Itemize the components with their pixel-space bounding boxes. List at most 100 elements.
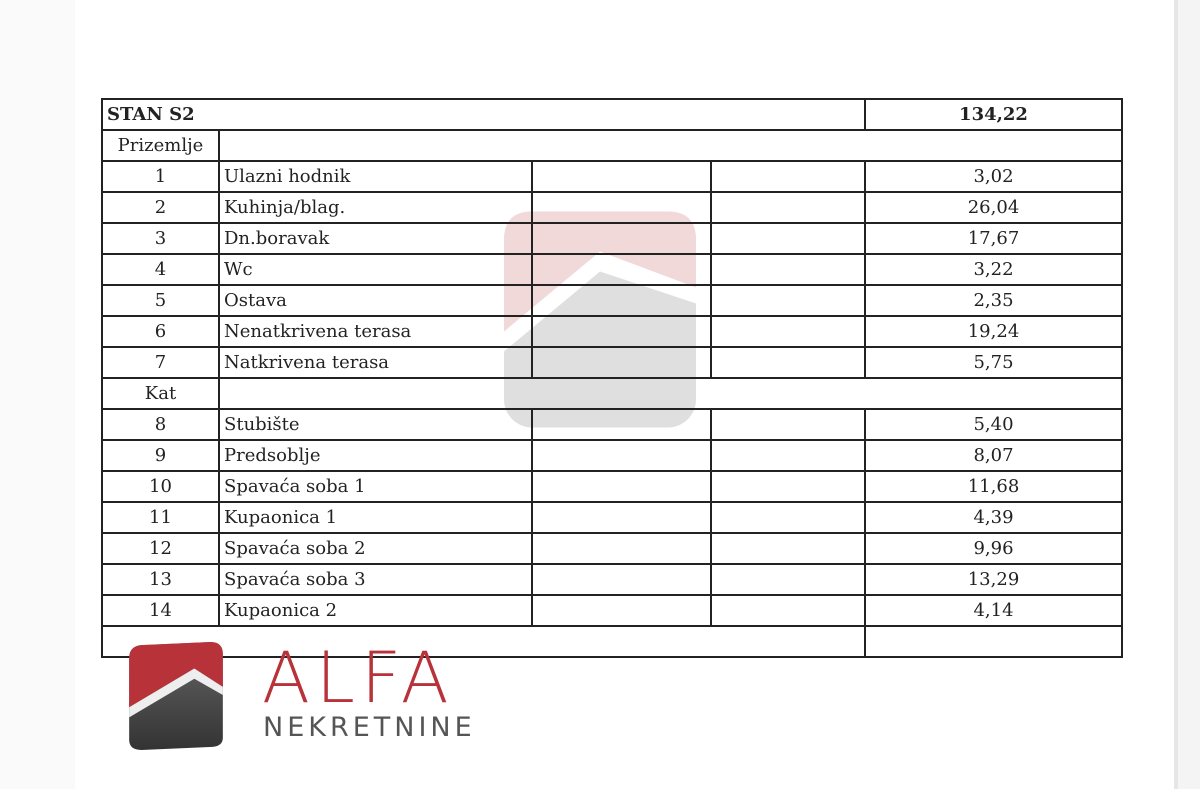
empty-cell	[710, 346, 866, 379]
room-name: Spavaća soba 3	[218, 563, 533, 596]
room-area: 26,04	[864, 191, 1123, 224]
room-area: 3,22	[864, 253, 1123, 286]
empty-cell	[710, 470, 866, 503]
empty-cell	[531, 284, 712, 317]
room-number: 1	[101, 160, 220, 193]
section-row: Prizemlje	[101, 129, 1123, 162]
empty-cell	[218, 377, 1123, 410]
table-row: 9 Predsoblje 8,07	[101, 439, 1123, 472]
room-number: 8	[101, 408, 220, 441]
empty-cell	[710, 191, 866, 224]
table-row: 7 Natkrivena terasa 5,75	[101, 346, 1123, 379]
table-row: 3 Dn.boravak 17,67	[101, 222, 1123, 255]
apartment-title: STAN S2	[101, 98, 866, 131]
room-name: Kuhinja/blag.	[218, 191, 533, 224]
empty-row	[101, 625, 1123, 658]
room-number: 12	[101, 532, 220, 565]
room-area: 5,40	[864, 408, 1123, 441]
room-number: 2	[101, 191, 220, 224]
empty-cell	[531, 408, 712, 441]
room-area: 13,29	[864, 563, 1123, 596]
alfa-logo-icon	[129, 642, 223, 750]
empty-cell	[710, 594, 866, 627]
room-area: 19,24	[864, 315, 1123, 348]
room-area: 4,39	[864, 501, 1123, 534]
empty-cell	[710, 563, 866, 596]
room-name: Ostava	[218, 284, 533, 317]
room-number: 7	[101, 346, 220, 379]
empty-cell	[101, 625, 866, 658]
empty-cell	[531, 346, 712, 379]
section-label: Kat	[101, 377, 220, 410]
empty-cell	[531, 563, 712, 596]
room-area: 11,68	[864, 470, 1123, 503]
logo-subtitle-text: NEKRETNINE	[263, 712, 476, 743]
section-row: Kat	[101, 377, 1123, 410]
total-area: 134,22	[864, 98, 1123, 131]
table-row: 10 Spavaća soba 1 11,68	[101, 470, 1123, 503]
table-row: 2 Kuhinja/blag. 26,04	[101, 191, 1123, 224]
room-name: Nenatkrivena terasa	[218, 315, 533, 348]
room-area: 2,35	[864, 284, 1123, 317]
room-name: Stubište	[218, 408, 533, 441]
room-name: Predsoblje	[218, 439, 533, 472]
empty-cell	[864, 625, 1123, 658]
empty-cell	[531, 315, 712, 348]
scrollbar-track[interactable]	[1174, 0, 1178, 789]
room-name: Spavaća soba 2	[218, 532, 533, 565]
room-number: 3	[101, 222, 220, 255]
table-row: 6 Nenatkrivena terasa 19,24	[101, 315, 1123, 348]
room-area-table: STAN S2 134,22 Prizemlje 1 Ulazni hodnik …	[101, 98, 1123, 658]
empty-cell	[710, 532, 866, 565]
empty-cell	[531, 253, 712, 286]
section-label: Prizemlje	[101, 129, 220, 162]
empty-cell	[531, 532, 712, 565]
room-name: Spavaća soba 1	[218, 470, 533, 503]
room-number: 10	[101, 470, 220, 503]
empty-cell	[531, 594, 712, 627]
table-row: 5 Ostava 2,35	[101, 284, 1123, 317]
empty-cell	[710, 439, 866, 472]
room-number: 9	[101, 439, 220, 472]
room-name: Kupaonica 2	[218, 594, 533, 627]
room-name: Kupaonica 1	[218, 501, 533, 534]
table-row: 4 Wc 3,22	[101, 253, 1123, 286]
table-row: 1 Ulazni hodnik 3,02	[101, 160, 1123, 193]
empty-cell	[218, 129, 1123, 162]
empty-cell	[710, 253, 866, 286]
empty-cell	[710, 284, 866, 317]
logo-brand-text: ALFA	[262, 637, 455, 719]
room-number: 4	[101, 253, 220, 286]
room-name: Natkrivena terasa	[218, 346, 533, 379]
room-name: Wc	[218, 253, 533, 286]
room-area: 4,14	[864, 594, 1123, 627]
empty-cell	[710, 501, 866, 534]
empty-cell	[531, 439, 712, 472]
table-row: 12 Spavaća soba 2 9,96	[101, 532, 1123, 565]
room-area: 5,75	[864, 346, 1123, 379]
table-row: 8 Stubište 5,40	[101, 408, 1123, 441]
table-row: 14 Kupaonica 2 4,14	[101, 594, 1123, 627]
empty-cell	[531, 160, 712, 193]
room-area: 17,67	[864, 222, 1123, 255]
table-header-row: STAN S2 134,22	[101, 98, 1123, 131]
room-area: 8,07	[864, 439, 1123, 472]
room-number: 14	[101, 594, 220, 627]
table-row: 13 Spavaća soba 3 13,29	[101, 563, 1123, 596]
empty-cell	[531, 470, 712, 503]
empty-cell	[710, 160, 866, 193]
scrollbar-area[interactable]	[1178, 0, 1200, 789]
table-row: 11 Kupaonica 1 4,39	[101, 501, 1123, 534]
empty-cell	[531, 191, 712, 224]
room-number: 5	[101, 284, 220, 317]
room-area: 9,96	[864, 532, 1123, 565]
room-name: Dn.boravak	[218, 222, 533, 255]
room-number: 11	[101, 501, 220, 534]
empty-cell	[710, 222, 866, 255]
empty-cell	[531, 501, 712, 534]
empty-cell	[531, 222, 712, 255]
room-name: Ulazni hodnik	[218, 160, 533, 193]
empty-cell	[710, 408, 866, 441]
room-number: 6	[101, 315, 220, 348]
empty-cell	[710, 315, 866, 348]
